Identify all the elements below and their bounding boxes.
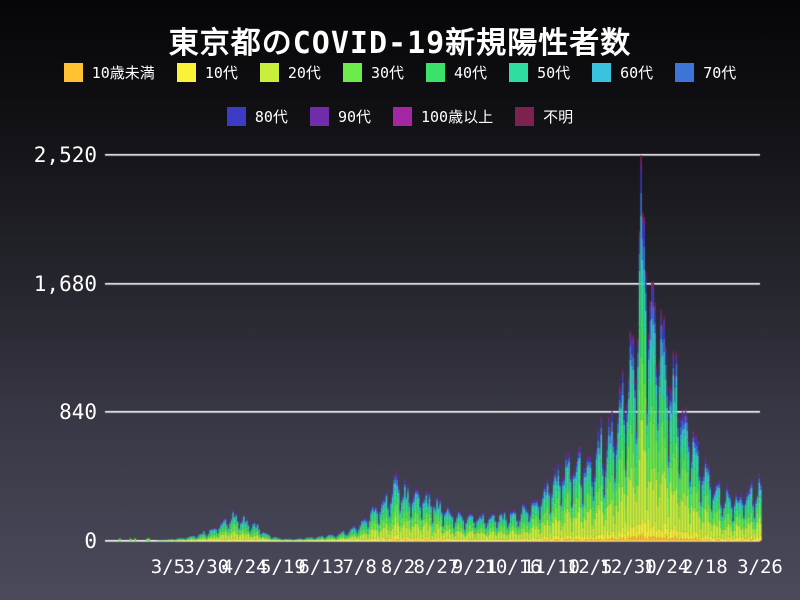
legend-label: 80代 (254, 108, 288, 126)
y-tick-label: 840 (59, 400, 97, 425)
legend-color-swatch (393, 107, 412, 126)
legend-color-swatch (176, 63, 196, 82)
legend-label: 70代 (703, 64, 737, 82)
legend-label: 不明 (543, 108, 574, 126)
legend-color-swatch (63, 63, 83, 82)
legend-item: 不明 (515, 106, 573, 127)
x-tick-label: 9/21 (451, 556, 498, 578)
x-tick-label: 3/5 (150, 556, 186, 578)
y-tick-label: 0 (84, 529, 97, 553)
legend-label: 50代 (537, 64, 571, 82)
legend-row-2: 80代 90代 100歳以上 不明 (0, 106, 800, 127)
legend-label: 90代 (337, 108, 371, 126)
legend-color-swatch (592, 63, 612, 82)
legend-color-swatch (515, 107, 535, 126)
x-tick-label: 11/10 (522, 556, 580, 578)
legend-item: 60代 (592, 62, 653, 83)
legend-item: 50代 (509, 62, 570, 83)
x-tick-label: 7/8 (342, 556, 377, 578)
legend-label: 100歳以上 (421, 108, 494, 126)
legend-label: 20代 (287, 64, 321, 82)
legend-label: 10歳未満 (91, 64, 155, 82)
x-tick-label: 12/30 (599, 556, 657, 578)
legend-item: 40代 (426, 62, 487, 83)
legend-label: 40代 (454, 64, 488, 82)
x-tick-label: 4/24 (221, 556, 268, 578)
x-tick-label: 6/13 (298, 556, 345, 578)
legend-label: 10代 (204, 64, 238, 82)
legend-color-swatch (675, 63, 695, 82)
legend-color-swatch (342, 63, 362, 82)
legend-item: 100歳以上 (393, 106, 493, 127)
x-tick-label: 1/24 (643, 556, 690, 578)
legend-item: 20代 (259, 62, 321, 83)
x-tick-label: 8/2 (380, 556, 416, 578)
legend-item: 70代 (675, 62, 736, 83)
legend-item: 10代 (176, 62, 238, 83)
legend-label: 30代 (370, 64, 404, 82)
legend-color-swatch (226, 107, 246, 126)
legend-item: 90代 (309, 106, 371, 127)
chart-title: 東京都のCOVID-19新規陽性者数 (168, 26, 632, 61)
legend-color-swatch (509, 63, 529, 82)
legend-item: 30代 (342, 62, 404, 83)
legend-item: 10歳未満 (63, 62, 155, 83)
legend-item: 80代 (226, 106, 288, 127)
x-tick-label: 8/27 (413, 556, 460, 578)
legend-color-swatch (309, 107, 329, 126)
legend-row-1: 10歳未満 10代 20代 30代 40代 50代 60代 70代 (0, 62, 800, 83)
y-tick-label: 2,520 (33, 143, 97, 167)
y-tick-label: 1,680 (33, 271, 97, 296)
legend-color-swatch (259, 63, 279, 82)
legend-label: 60代 (620, 64, 654, 82)
x-tick-label: 3/26 (737, 556, 783, 578)
x-tick-label: 5/19 (260, 556, 306, 578)
x-tick-label: 12/5 (566, 556, 613, 578)
legend-color-swatch (426, 63, 445, 82)
x-tick-label: 10/16 (484, 556, 542, 578)
x-tick-label: 3/30 (183, 556, 230, 578)
x-tick-label: 2/18 (681, 556, 728, 578)
